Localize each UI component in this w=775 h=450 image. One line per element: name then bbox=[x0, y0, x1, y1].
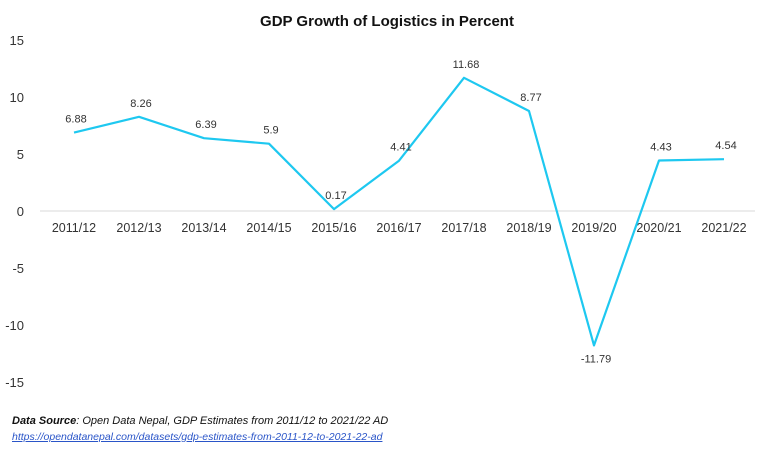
data-label: 4.54 bbox=[715, 140, 736, 152]
series-line bbox=[73, 76, 725, 347]
data-label: 0.17 bbox=[325, 190, 346, 202]
data-source-label: Data Source bbox=[12, 415, 77, 427]
y-axis-ticks: 15 10 5 0 -5 -10 -15 bbox=[5, 33, 24, 390]
x-tick-label: 2016/17 bbox=[376, 221, 421, 235]
data-label: 5.9 bbox=[263, 125, 278, 137]
data-source-note: Data Source: Open Data Nepal, GDP Estima… bbox=[12, 413, 388, 445]
x-tick-label: 2015/16 bbox=[311, 221, 356, 235]
x-axis-ticks: 2011/12 2012/13 2013/14 2014/15 2015/16 2016/… bbox=[52, 221, 747, 235]
y-tick-label: 0 bbox=[17, 204, 24, 219]
y-tick-label: 5 bbox=[17, 147, 24, 162]
x-tick-label: 2013/14 bbox=[181, 221, 226, 235]
data-label: 6.88 bbox=[65, 114, 86, 126]
x-tick-label: 2012/13 bbox=[116, 221, 161, 235]
data-label: 8.26 bbox=[130, 98, 151, 110]
x-tick-label: 2019/20 bbox=[571, 221, 616, 235]
y-tick-label: -10 bbox=[5, 318, 24, 333]
data-source-link[interactable]: https://opendatanepal.com/datasets/gdp-e… bbox=[12, 431, 383, 443]
y-tick-label: 15 bbox=[10, 33, 24, 48]
data-source-text: : Open Data Nepal, GDP Estimates from 20… bbox=[76, 415, 389, 427]
data-label: 4.43 bbox=[650, 141, 671, 153]
x-tick-label: 2021/22 bbox=[701, 221, 746, 235]
y-tick-label: -5 bbox=[12, 261, 24, 276]
y-tick-label: -15 bbox=[5, 375, 24, 390]
data-labels: 6.88 8.26 6.39 5.9 0.17 4.41 11.68 8.77 -11.79 4.… bbox=[65, 59, 736, 366]
y-tick-label: 10 bbox=[10, 90, 24, 105]
x-tick-label: 2020/21 bbox=[636, 221, 681, 235]
line-chart: GDP Growth of Logistics in Percent 15 10 5… bbox=[5, 13, 755, 390]
data-label: 11.68 bbox=[453, 59, 480, 71]
x-tick-label: 2018/19 bbox=[506, 221, 551, 235]
data-label: 6.39 bbox=[195, 119, 216, 131]
x-tick-label: 2011/12 bbox=[52, 221, 96, 235]
chart-title: GDP Growth of Logistics in Percent bbox=[260, 13, 514, 30]
x-tick-label: 2017/18 bbox=[441, 221, 486, 235]
data-label: -11.79 bbox=[581, 353, 611, 365]
data-label: 8.77 bbox=[520, 92, 541, 104]
x-tick-label: 2014/15 bbox=[246, 221, 291, 235]
data-label: 4.41 bbox=[390, 142, 411, 154]
